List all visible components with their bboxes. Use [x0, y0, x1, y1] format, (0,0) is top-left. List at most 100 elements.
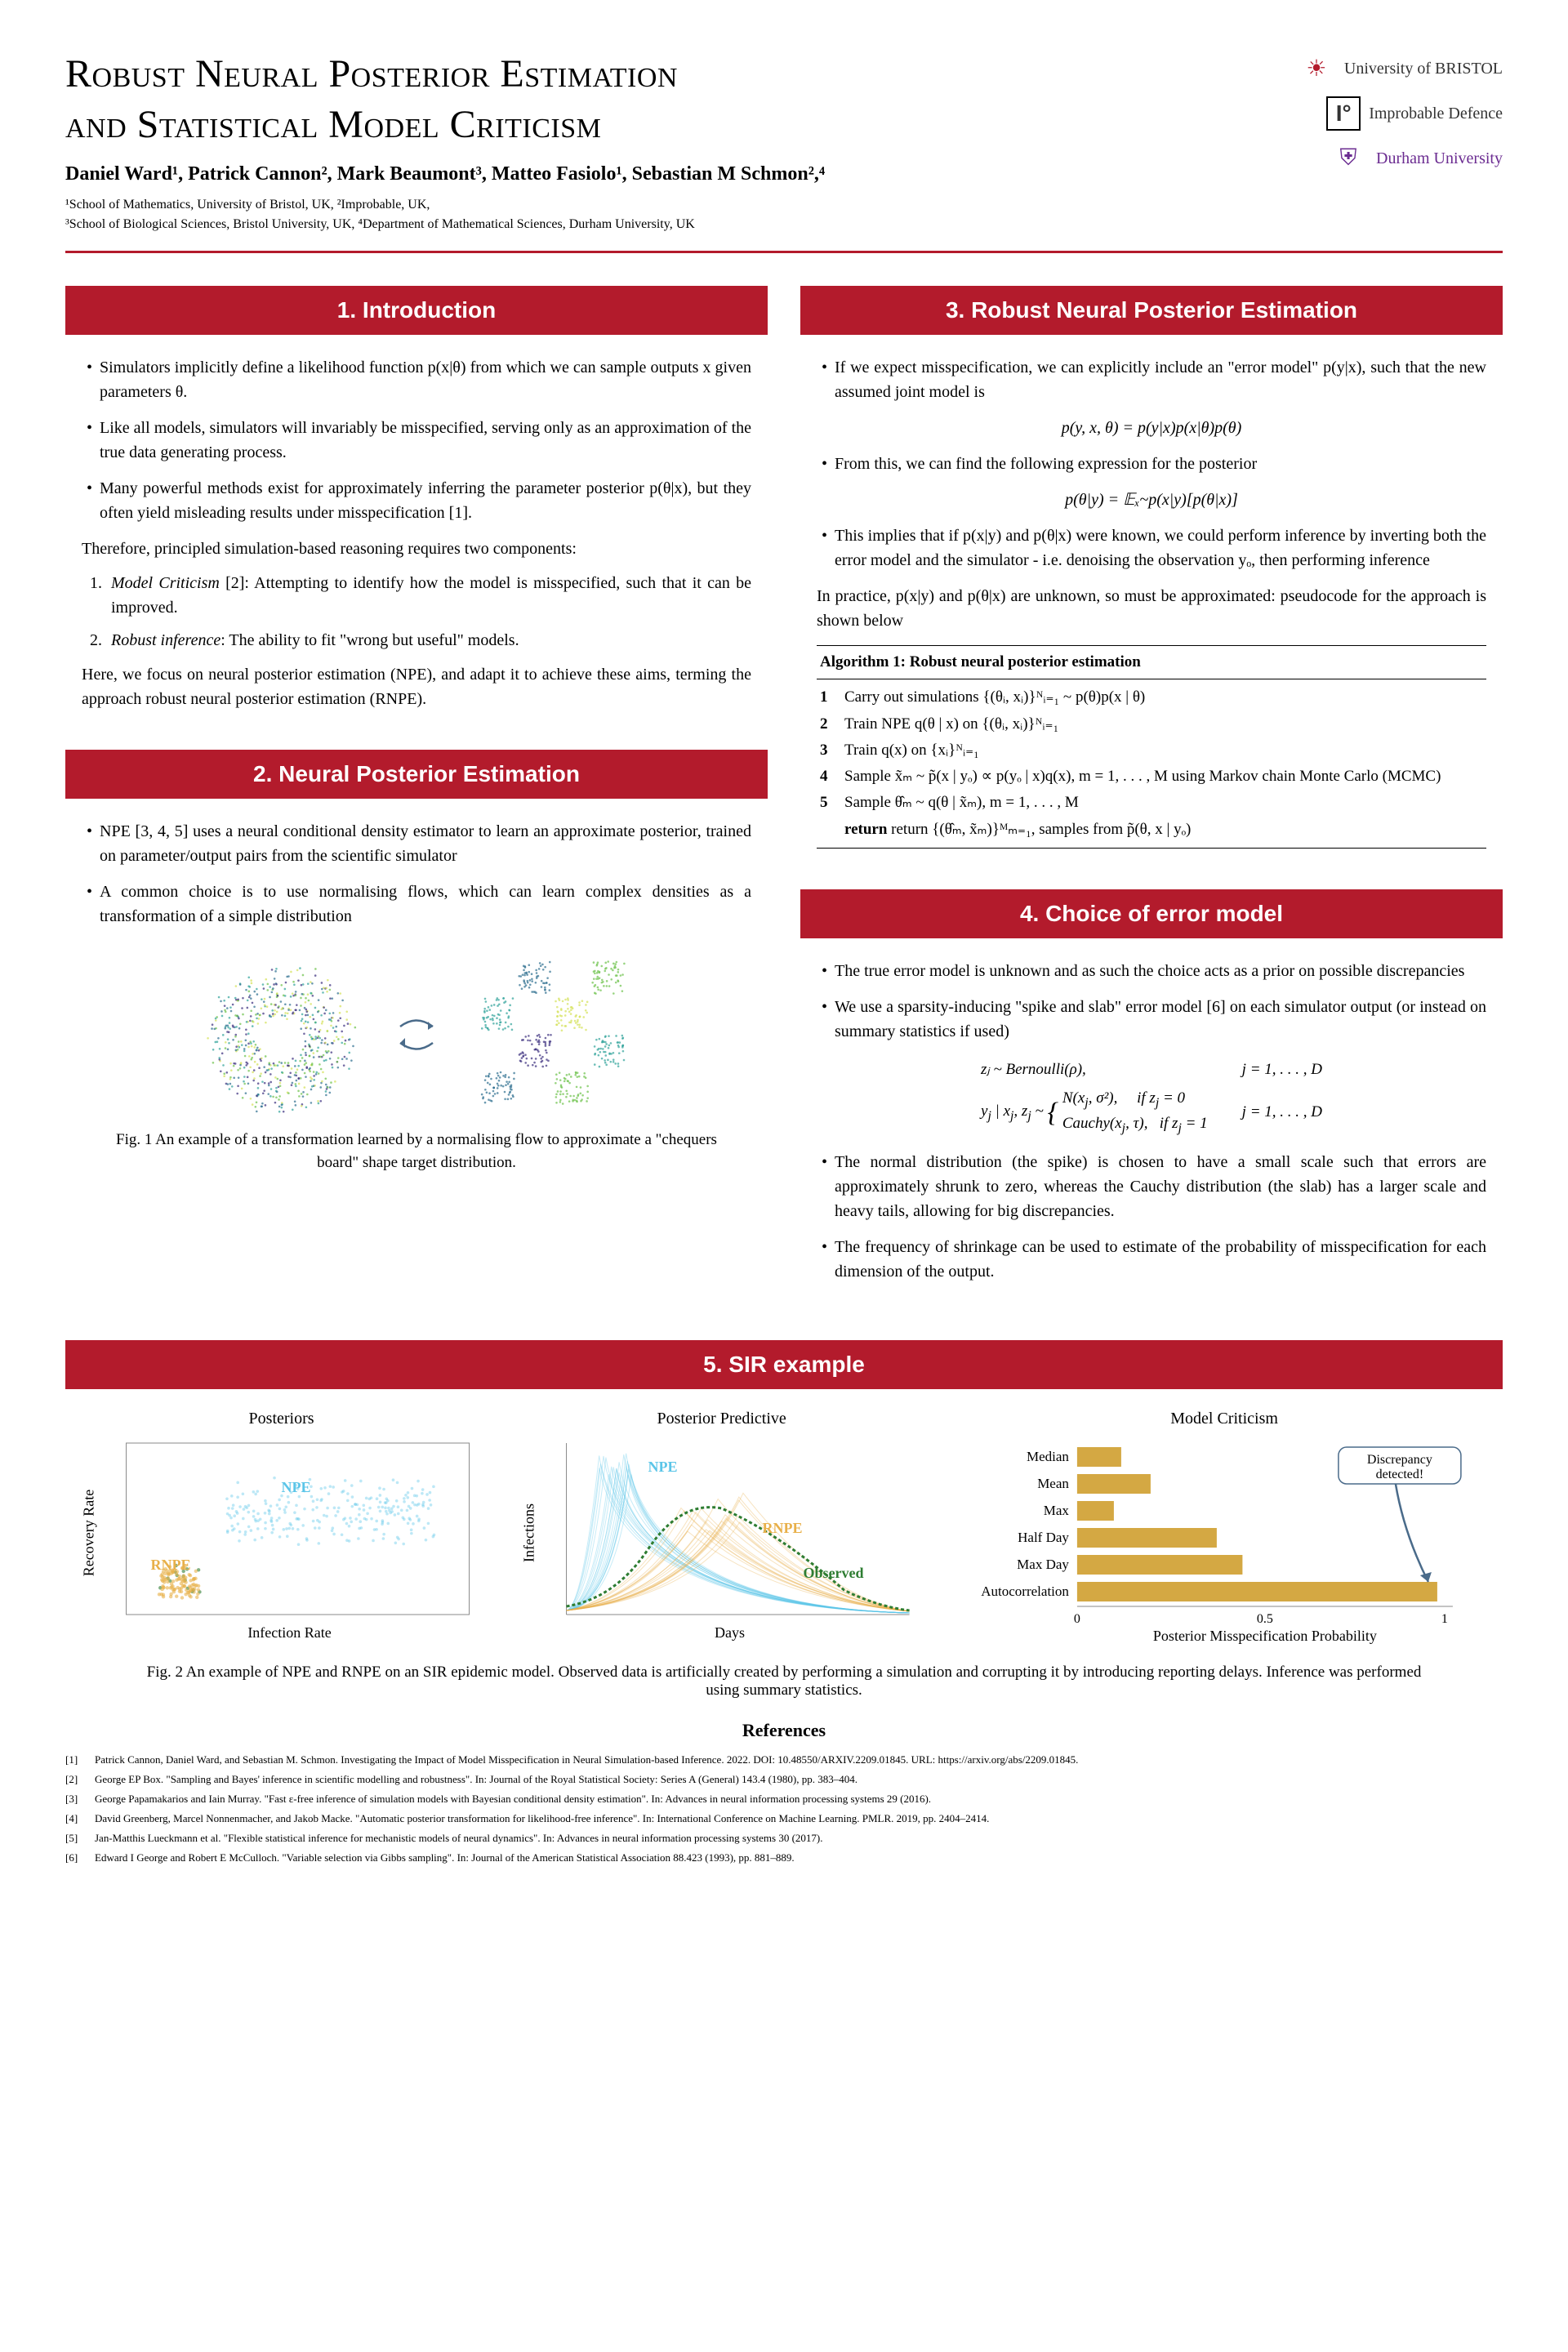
panel-title: Posteriors	[74, 1410, 489, 1428]
sec4-header: 4. Choice of error model	[800, 889, 1503, 938]
sec3-bullet: This implies that if p(x|y) and p(θ|x) w…	[817, 523, 1486, 572]
references-list: [1]Patrick Cannon, Daniel Ward, and Seba…	[65, 1751, 1503, 1868]
sec2-bullet: NPE [3, 4, 5] uses a neural conditional …	[82, 819, 751, 868]
sec1-header: 1. Introduction	[65, 286, 768, 335]
algo-step: Carry out simulations {(θᵢ, xᵢ)}ᴺᵢ₌₁ ~ p…	[844, 684, 1145, 710]
sec3-para: In practice, p(x|y) and p(θ|x) are unkno…	[817, 584, 1486, 633]
xtick: 0.5	[1257, 1612, 1273, 1626]
sec3-header: 3. Robust Neural Posterior Estimation	[800, 286, 1503, 335]
svg-text:Max Day: Max Day	[1017, 1557, 1069, 1572]
fig1-checker-right	[466, 953, 645, 1116]
algo-step: Sample θ̂ₘ ~ q(θ | x̃ₘ), m = 1, . . . , …	[844, 790, 1079, 816]
title-line-1: Robust Neural Posterior Estimation	[65, 52, 678, 96]
sec1-bullet: Many powerful methods exist for approxim…	[82, 476, 751, 525]
reference-item: [6]Edward I George and Robert E McCulloc…	[65, 1849, 1503, 1867]
eq-cell: zⱼ ~ Bernoulli(ρ),	[964, 1057, 1173, 1084]
npe-label: NPE	[648, 1459, 678, 1475]
predictive-chart: NPE RNPE Observed Days Infections	[514, 1435, 929, 1647]
reference-item: [1]Patrick Cannon, Daniel Ward, and Seba…	[65, 1751, 1503, 1769]
algo-return: return return {(θ̂ₘ, x̃ₘ)}ᴹₘ₌₁, samples …	[844, 817, 1191, 843]
xtick: 0	[1074, 1612, 1080, 1626]
rnpe-label: RNPE	[763, 1520, 803, 1536]
two-column-layout: 1. Introduction Simulators implicitly de…	[65, 286, 1503, 1324]
authors: Daniel Ward¹, Patrick Cannon², Mark Beau…	[65, 163, 1258, 185]
sec5-header: 5. SIR example	[65, 1340, 1503, 1389]
sec3-eq2: p(θ|y) = 𝔼ₓ~p(x|y)[p(θ|x)]	[817, 488, 1486, 512]
svg-text:Max: Max	[1044, 1503, 1070, 1518]
callout-text: detected!	[1376, 1468, 1424, 1481]
improbable-icon: I°	[1326, 96, 1361, 131]
sec1-bullet: Simulators implicitly define a likelihoo…	[82, 355, 751, 404]
sec2-body: NPE [3, 4, 5] uses a neural conditional …	[65, 819, 768, 1204]
sec4-bullet: We use a sparsity-inducing "spike and sl…	[817, 995, 1486, 1044]
algo-step: Train q(x) on {xᵢ}ᴺᵢ₌₁	[844, 737, 979, 764]
sec4-bullet: The true error model is unknown and as s…	[817, 959, 1486, 983]
posteriors-chart: NPE RNPE Infection Rate Recovery Rate	[74, 1435, 489, 1647]
reference-item: [2]George EP Box. "Sampling and Bayes' i…	[65, 1771, 1503, 1788]
logo-bristol: ☀ University of BRISTOL	[1297, 49, 1503, 88]
sec1-item: Robust inference: The ability to fit "wr…	[106, 628, 751, 653]
title-block: Robust Neural Posterior Estimation and S…	[65, 49, 1258, 234]
fig1-scatter-left	[188, 953, 368, 1116]
algorithm-1: Algorithm 1: Robust neural posterior est…	[817, 645, 1486, 849]
header: Robust Neural Posterior Estimation and S…	[65, 49, 1503, 234]
observed-label: Observed	[804, 1565, 864, 1581]
reference-item: [5]Jan-Matthis Lueckmann et al. "Flexibl…	[65, 1829, 1503, 1847]
xtick: 1	[1441, 1612, 1448, 1626]
affiliations: ¹School of Mathematics, University of Br…	[65, 195, 1258, 234]
criticism-chart: Median Mean Max Half Day Max Day Autocorrelat…	[954, 1435, 1494, 1647]
sir-posteriors: Posteriors NPE RNPE Infection Rate Recov…	[74, 1410, 489, 1651]
logo-durham-text: Durham University	[1376, 149, 1503, 168]
eq-cell: j = 1, . . . , D	[1226, 1057, 1339, 1084]
durham-shield-icon: ⛨	[1329, 139, 1368, 178]
bristol-crest-icon: ☀	[1297, 49, 1336, 88]
sec3-bullet: From this, we can find the following exp…	[817, 452, 1486, 476]
npe-label: NPE	[282, 1479, 311, 1495]
fig1-arrows-icon	[392, 1010, 441, 1059]
logo-durham: ⛨ Durham University	[1329, 139, 1503, 178]
algo-body: 1Carry out simulations {(θᵢ, xᵢ)}ᴺᵢ₌₁ ~ …	[817, 679, 1486, 848]
sir-figures: Posteriors NPE RNPE Infection Rate Recov…	[74, 1410, 1494, 1651]
y-axis-label: Recovery Rate	[81, 1489, 97, 1575]
svg-text:Median: Median	[1027, 1449, 1069, 1464]
panel-title: Posterior Predictive	[514, 1410, 929, 1428]
affil-1: ¹School of Mathematics, University of Br…	[65, 195, 1258, 215]
eq-cell: yj | xj, zj ~ { N(xj, σ²), if zj = 0 Cau…	[964, 1085, 1224, 1140]
title-line-2: and Statistical Model Criticism	[65, 103, 601, 146]
svg-text:Mean: Mean	[1037, 1476, 1069, 1491]
x-axis-label: Days	[715, 1624, 745, 1641]
sec1-item: Model Criticism Model Criticism [2]: Att…	[106, 571, 751, 620]
sec4-bullet: The frequency of shrinkage can be used t…	[817, 1235, 1486, 1284]
sec1-para: Here, we focus on neural posterior estim…	[82, 662, 751, 711]
rnpe-label: RNPE	[151, 1557, 191, 1573]
x-axis-label: Posterior Misspecification Probability	[1153, 1628, 1377, 1644]
sir-predictive: Posterior Predictive NPE RNPE Observed D…	[514, 1410, 929, 1651]
logo-bristol-text: University of BRISTOL	[1344, 60, 1503, 78]
reference-item: [4]David Greenberg, Marcel Nonnenmacher,…	[65, 1810, 1503, 1828]
fig1-caption: Fig. 1 An example of a transformation le…	[82, 1129, 751, 1175]
sec2-bullet: A common choice is to use normalising fl…	[82, 880, 751, 929]
svg-text:Half Day: Half Day	[1018, 1530, 1069, 1545]
sec1-body: Simulators implicitly define a likelihoo…	[65, 355, 768, 750]
panel-title: Model Criticism	[954, 1410, 1494, 1428]
sec5: 5. SIR example Posteriors NPE RNPE Infec…	[65, 1340, 1503, 1699]
sec1-bullet: Like all models, simulators will invaria…	[82, 416, 751, 465]
eq-cell: j = 1, . . . , D	[1226, 1085, 1339, 1140]
svg-text:Autocorrelation: Autocorrelation	[981, 1584, 1069, 1599]
algo-title: Algorithm 1: Robust neural posterior est…	[817, 646, 1486, 680]
sec3-eq1: p(y, x, θ) = p(y|x)p(x|θ)p(θ)	[817, 416, 1486, 440]
affil-2: ³School of Biological Sciences, Bristol …	[65, 215, 1258, 234]
sec2-header: 2. Neural Posterior Estimation	[65, 750, 768, 799]
sec3-bullet: If we expect misspecification, we can ex…	[817, 355, 1486, 404]
sec3-body: If we expect misspecification, we can ex…	[800, 355, 1503, 889]
logos: ☀ University of BRISTOL I° Improbable De…	[1258, 49, 1503, 178]
reference-item: [3]George Papamakarios and Iain Murray. …	[65, 1790, 1503, 1808]
header-divider	[65, 251, 1503, 253]
callout-text: Discrepancy	[1367, 1453, 1432, 1467]
x-axis-label: Infection Rate	[247, 1624, 331, 1641]
right-column: 3. Robust Neural Posterior Estimation If…	[800, 286, 1503, 1324]
logo-improbable: I° Improbable Defence	[1326, 96, 1503, 131]
sir-criticism: Model Criticism Median Mean Max Half Day Max…	[954, 1410, 1494, 1651]
sec4-body: The true error model is unknown and as s…	[800, 959, 1503, 1324]
figure-1	[82, 953, 751, 1116]
